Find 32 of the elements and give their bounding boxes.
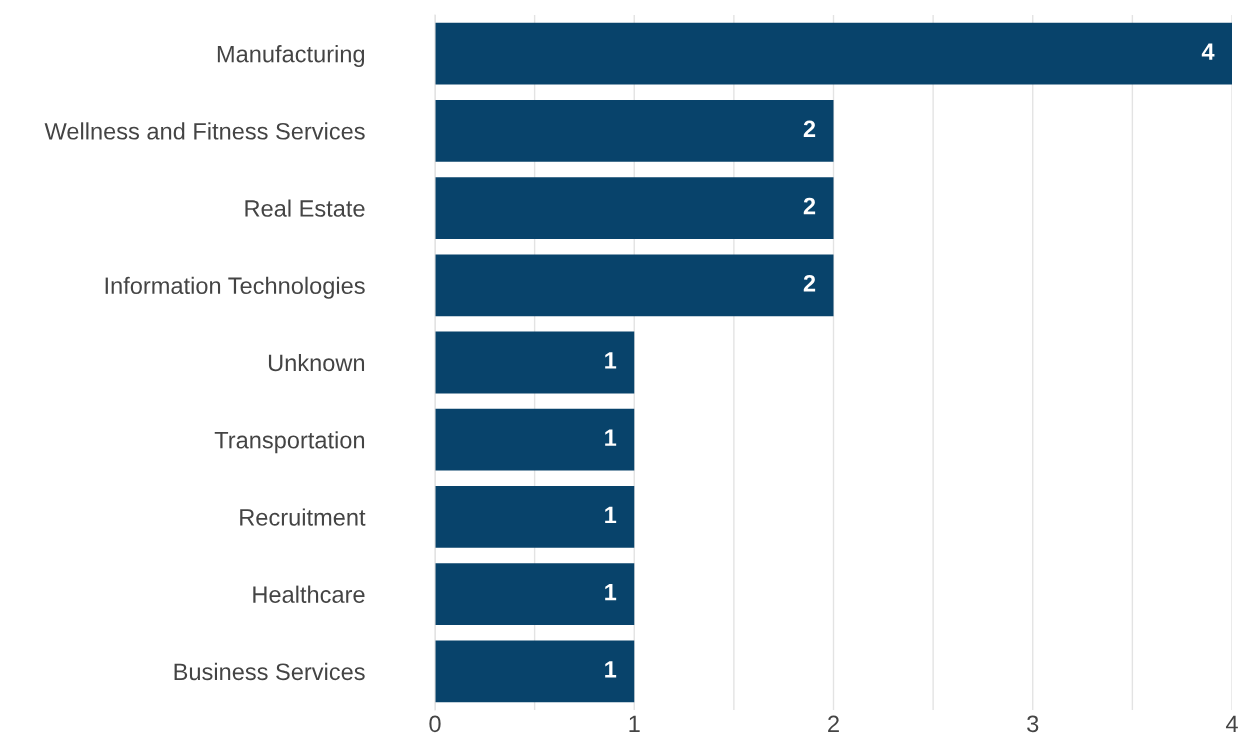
x-tick-label: 0: [429, 715, 441, 733]
data-label: 1: [605, 506, 617, 524]
data-label: 1: [605, 584, 617, 601]
bar: [435, 22, 1232, 85]
y-tick-label: Transportation: [214, 431, 365, 454]
y-tick-label: Healthcare: [253, 585, 365, 603]
data-label: 1: [605, 352, 617, 369]
x-tick-label: 3: [1027, 715, 1039, 733]
y-tick-label: Wellness and Fitness Services: [44, 122, 365, 140]
y-tick-label: Manufacturing: [217, 45, 365, 68]
bar: [435, 563, 635, 626]
y-tick-label: Business Services: [174, 662, 365, 681]
data-label: 2: [803, 197, 816, 215]
y-tick-label: Recruitment: [240, 508, 366, 526]
data-label: 1: [605, 429, 617, 446]
x-tick-label: 2: [828, 715, 839, 732]
data-label: 1: [605, 661, 617, 678]
y-tick-label: Unknown: [268, 353, 365, 372]
data-label: 4: [1201, 43, 1215, 60]
data-label: 2: [803, 274, 816, 292]
x-tick-label: 1: [629, 715, 640, 732]
y-tick-label: Real Estate: [245, 199, 365, 217]
bar: [435, 254, 834, 317]
y-tick-label: Information Technologies: [105, 276, 365, 299]
bar: [435, 331, 635, 394]
data-label: 2: [803, 120, 816, 137]
x-tick-label: 4: [1225, 715, 1238, 732]
bar: [435, 177, 834, 239]
bar: [435, 640, 635, 703]
bar: [435, 486, 635, 548]
bar: [435, 408, 635, 471]
bar: [435, 99, 834, 162]
